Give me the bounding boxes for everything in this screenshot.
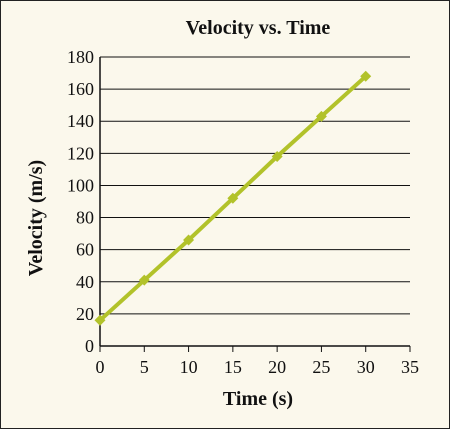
data-point	[138, 274, 150, 286]
x-tick-labels: 0 5 10 15 20 25 30 35	[96, 357, 420, 377]
y-tick-label: 160	[67, 79, 94, 99]
x-tick-label: 30	[357, 357, 375, 377]
x-tick-label: 35	[401, 357, 419, 377]
data-point	[183, 234, 195, 246]
chart-title: Velocity vs. Time	[186, 17, 331, 39]
y-tick-label: 80	[76, 208, 94, 228]
y-tick-label: 140	[67, 111, 94, 131]
y-axis-label: Velocity (m/s)	[25, 160, 47, 276]
data-point	[271, 151, 283, 163]
y-tick-label: 0	[85, 336, 94, 356]
y-tick-label: 60	[76, 240, 94, 260]
series-layer	[94, 70, 372, 326]
x-tick-label: 15	[224, 357, 242, 377]
x-tick-label: 20	[268, 357, 286, 377]
y-tick-labels: 0 20 40 60 80 100 120 140 160 180	[67, 47, 94, 356]
data-point	[94, 314, 106, 326]
y-tick-label: 20	[76, 304, 94, 324]
y-tick-label: 100	[67, 175, 94, 195]
y-tick-label: 180	[67, 47, 94, 67]
x-tick-label: 5	[140, 357, 149, 377]
x-tick-label: 10	[180, 357, 198, 377]
x-axis-label: Time (s)	[223, 388, 293, 410]
x-tick-label: 0	[96, 357, 105, 377]
grid-lines	[100, 56, 410, 315]
data-point	[360, 70, 372, 82]
x-tick-label: 25	[312, 357, 330, 377]
data-point	[227, 192, 239, 204]
axes	[99, 57, 411, 352]
y-tick-label: 120	[67, 143, 94, 163]
y-tick-label: 40	[76, 272, 94, 292]
data-point	[315, 110, 327, 122]
